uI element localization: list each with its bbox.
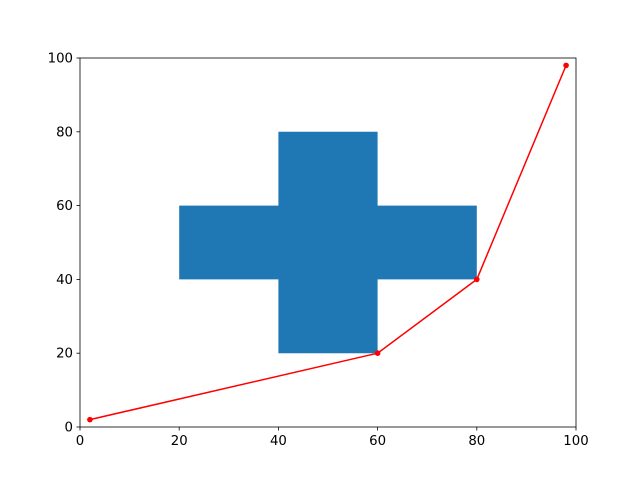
- x-axis: 0 20 40 60 80 100: [76, 427, 589, 449]
- x-tick-label: 60: [369, 434, 386, 449]
- plot-frame-layer: [79, 57, 577, 428]
- plot-shapes-layer: [179, 131, 477, 354]
- y-tick-label: 20: [56, 347, 73, 362]
- x-tick-label: 40: [270, 434, 287, 449]
- series-point: [374, 350, 381, 357]
- x-tick-label: 20: [171, 434, 188, 449]
- y-tick-label: 80: [56, 125, 73, 140]
- y-tick-label: 40: [56, 273, 73, 288]
- x-tick-label: 80: [468, 434, 485, 449]
- series-line: [89, 65, 567, 421]
- x-tick-label: 100: [563, 434, 588, 449]
- series-point: [474, 276, 480, 283]
- plot-frame: [79, 57, 577, 428]
- y-tick-label: 0: [65, 421, 73, 436]
- cross-shape: [179, 131, 477, 354]
- series-point: [87, 416, 93, 423]
- y-tick-label: 100: [48, 52, 73, 67]
- x-tick-label: 0: [76, 434, 84, 449]
- plot-lines-layer: [87, 62, 569, 423]
- y-axis: 0 20 40 60 80 100: [48, 52, 80, 436]
- series-point: [563, 62, 569, 69]
- y-tick-label: 60: [56, 199, 73, 214]
